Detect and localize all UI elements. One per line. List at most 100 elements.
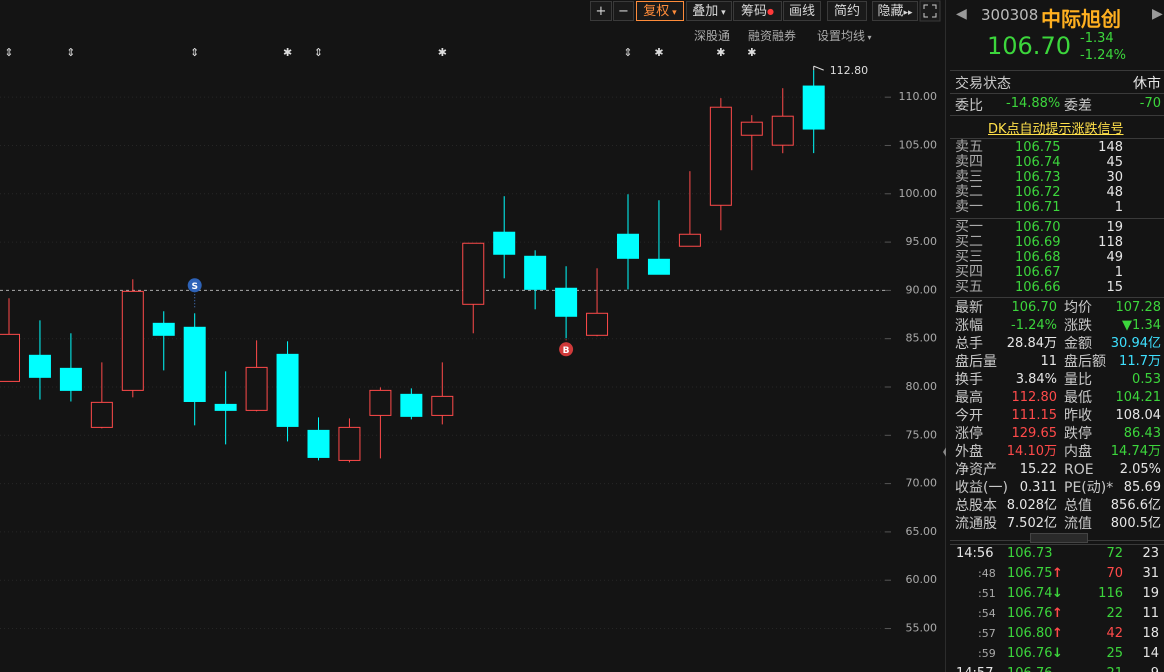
stat-label: 涨幅: [955, 318, 983, 334]
book-label: 买一: [955, 219, 983, 235]
stock-name: 中际旭创: [1041, 7, 1121, 31]
event-mark: ✱: [747, 46, 756, 59]
stat-label: 流通股: [955, 516, 997, 532]
stat-value: 2.05%: [1119, 462, 1161, 477]
toolbar-button[interactable]: 画线: [783, 1, 821, 21]
toolbar-button[interactable]: −: [613, 1, 634, 21]
trade-count: 18: [1142, 626, 1159, 641]
stat-label: 收益(一): [955, 480, 1008, 496]
book-volume: 49: [1106, 250, 1123, 265]
event-mark: ✱: [438, 46, 447, 59]
book-volume: 1: [1114, 200, 1123, 215]
signal-label: S: [191, 282, 197, 292]
book-price: 106.69: [1015, 235, 1061, 250]
annotation: 112.80: [830, 64, 869, 77]
stat-value: 107.28: [1115, 300, 1162, 315]
subbar-item[interactable]: 深股通: [694, 29, 731, 43]
status-label: 交易状态: [955, 76, 1011, 92]
stat-label: 最低: [1064, 390, 1092, 406]
trade-count: 14: [1142, 646, 1159, 661]
book-label: 买五: [955, 279, 983, 295]
toolbar-button[interactable]: 复权 ▾: [636, 1, 684, 21]
stat-label: 今开: [955, 408, 983, 424]
book-volume: 118: [1098, 235, 1123, 250]
button-label: 画线: [788, 4, 815, 19]
y-tick-label: 85.00: [906, 332, 938, 345]
signal-badge: [559, 342, 574, 357]
candle-body: [369, 389, 392, 416]
y-tick-label: 100.00: [899, 187, 938, 200]
stat-label: 盘后额: [1064, 354, 1106, 370]
button-label: +: [595, 4, 607, 19]
book-volume: 15: [1106, 280, 1123, 295]
toolbar-button[interactable]: +: [590, 1, 612, 21]
candle-body: [524, 255, 547, 290]
stat-value: -1.24%: [1011, 318, 1057, 333]
subbar-item[interactable]: 融资融券: [748, 29, 797, 43]
book-price: 106.68: [1015, 250, 1061, 265]
stat-value: 86.43: [1123, 426, 1161, 441]
signal-link[interactable]: DK点自动提示涨跌信号: [988, 122, 1124, 137]
book-price: 106.66: [1015, 280, 1061, 295]
candle-body: [245, 366, 268, 411]
candle-body: [740, 121, 763, 136]
candle-body: [555, 287, 578, 317]
candle-body: [0, 333, 20, 382]
stat-label: 盘后量: [955, 354, 997, 370]
stat-label: 最高: [955, 390, 983, 406]
book-price: 106.67: [1015, 265, 1061, 280]
event-mark: ⇕: [66, 46, 75, 59]
trade-volume: 70: [1106, 566, 1123, 581]
trade-count: 11: [1142, 606, 1159, 621]
trade-price: 106.76: [1007, 606, 1053, 621]
book-price: 106.72: [1015, 185, 1061, 200]
candle-body: [59, 367, 82, 391]
event-mark: ⇕: [623, 46, 632, 59]
book-price: 106.75: [1015, 140, 1061, 155]
last-price: 106.70: [987, 32, 1071, 60]
splitter-tab[interactable]: [1030, 533, 1088, 543]
stat-value: 0.311: [1019, 480, 1057, 495]
collapse-arrow[interactable]: [943, 444, 946, 460]
book-label: 买二: [955, 234, 983, 250]
stat-value: 15.22: [1019, 462, 1057, 477]
stat-value: 856.6亿: [1110, 498, 1161, 513]
trade-price: 106.74: [1007, 586, 1053, 601]
event-mark: ⇕: [4, 46, 13, 59]
book-volume: 30: [1106, 170, 1123, 185]
event-mark: ⇕: [190, 46, 199, 59]
trade-direction: ↑: [1052, 566, 1063, 581]
next-arrow[interactable]: ▶: [1152, 6, 1163, 22]
toolbar-button[interactable]: 叠加 ▾: [686, 1, 732, 21]
prev-arrow[interactable]: ◀: [956, 6, 967, 22]
candle-body: [617, 233, 639, 259]
signal-badge: [187, 278, 202, 293]
candle-body: [771, 115, 794, 146]
stat-label: ROE: [1064, 462, 1094, 478]
stat-label: 流值: [1064, 516, 1092, 532]
ratio-value: -14.88%: [1006, 96, 1061, 111]
change: -1.34: [1080, 31, 1114, 46]
candle-body: [214, 403, 237, 411]
book-volume: 19: [1106, 220, 1123, 235]
trade-direction: ↓: [1052, 586, 1063, 601]
trade-volume: 22: [1106, 606, 1123, 621]
y-tick-label: 105.00: [899, 138, 938, 151]
book-price: 106.73: [1015, 170, 1061, 185]
stat-value: 0.53: [1132, 372, 1161, 387]
candle-body: [183, 326, 206, 402]
stat-value: 104.21: [1115, 390, 1162, 405]
toolbar-button[interactable]: 筹码●: [733, 1, 782, 21]
toolbar-button[interactable]: 隐藏▸▸: [872, 1, 918, 21]
fullscreen-icon[interactable]: [919, 0, 941, 22]
book-volume: 1: [1114, 265, 1123, 280]
stat-value: 11: [1040, 354, 1057, 369]
toolbar-button[interactable]: 简约: [827, 1, 867, 21]
candle-body: [307, 429, 330, 458]
book-price: 106.71: [1015, 200, 1061, 215]
book-label: 买四: [955, 264, 983, 280]
button-label: 简约: [833, 4, 860, 19]
subbar-item[interactable]: 设置均线 ▾: [817, 29, 872, 43]
signal-label: B: [563, 346, 570, 356]
stat-label: 昨收: [1064, 408, 1092, 424]
